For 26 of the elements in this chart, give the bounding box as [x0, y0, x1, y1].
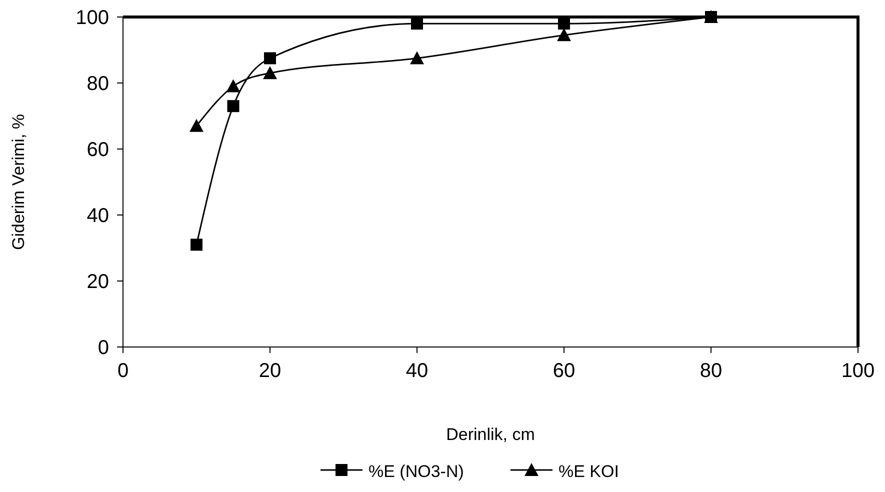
y-tick-label: 80 [86, 73, 109, 95]
point [557, 28, 571, 42]
x-tick-label: 40 [406, 360, 428, 382]
x-tick-label: 0 [117, 360, 129, 382]
point [190, 118, 204, 132]
legend-label: %E (NO3-N) [368, 462, 464, 481]
x-tick-label: 20 [258, 360, 282, 382]
y-tick-label: 20 [86, 271, 109, 293]
x-tick-label: 100 [841, 360, 875, 382]
y-tick-label: 100 [76, 7, 109, 29]
point [264, 52, 276, 64]
point [411, 18, 423, 30]
x-tick-label: 60 [552, 360, 576, 382]
point [558, 18, 570, 30]
point [226, 79, 240, 92]
y-tick-label: 60 [86, 139, 109, 161]
x-tick-label: 80 [700, 360, 722, 382]
point [227, 100, 240, 112]
point [190, 238, 202, 251]
point [410, 51, 424, 64]
legend-label: %E KOI [558, 462, 619, 481]
y-tick-label: 0 [98, 337, 109, 359]
x-axis-title: Derinlik, cm [446, 425, 535, 444]
y-tick-label: 40 [86, 205, 109, 227]
y-axis-title: Giderim Verimi, % [9, 114, 28, 250]
point [263, 66, 277, 80]
